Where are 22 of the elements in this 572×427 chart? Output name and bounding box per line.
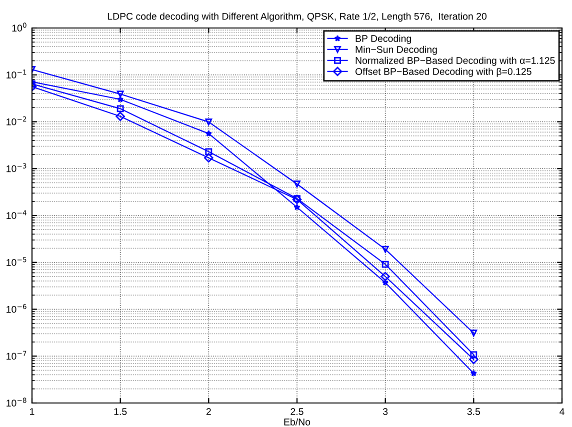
x-axis-title: Eb/No <box>284 418 310 426</box>
y-tick-label: 10$^{−7}$ <box>6 350 26 360</box>
legend-label: Offset BP−Based Decoding with β=0.125 <box>355 68 532 77</box>
y-tick-label: 10$^{−2}$ <box>6 116 26 126</box>
y-tick-label: 10$^{−8}$ <box>6 398 26 407</box>
x-tick-label: 3.5 <box>467 408 480 415</box>
legend-label: Normalized BP−Based Decoding with α=1.125 <box>356 56 555 66</box>
legend-label: BP Decoding <box>356 34 411 44</box>
legend-label: Min−Sun Decoding <box>356 46 437 55</box>
x-tick-label: 4 <box>560 408 564 415</box>
y-tick-label: 10$^{−5}$ <box>6 257 26 266</box>
x-tick-label: 2 <box>206 408 211 415</box>
y-tick-label: 10$^{−1}$ <box>6 70 26 78</box>
x-tick-label: 2.5 <box>290 408 304 415</box>
y-tick-label: 10$^{−4}$ <box>6 210 26 220</box>
y-tick-label: 10$^{−6}$ <box>6 304 26 313</box>
y-tick-label: 10$^{−3}$ <box>6 163 26 172</box>
chart-title: LDPC code decoding with Different Algorithm, QPSK, Rate 1/2, Length 576, Iteration 20 <box>108 12 487 22</box>
x-tick-label: 1 <box>30 408 34 415</box>
x-tick-label: 3 <box>383 408 388 415</box>
x-tick-label: 1.5 <box>114 408 127 415</box>
y-tick-label: 10$^{0}$ <box>12 22 26 32</box>
